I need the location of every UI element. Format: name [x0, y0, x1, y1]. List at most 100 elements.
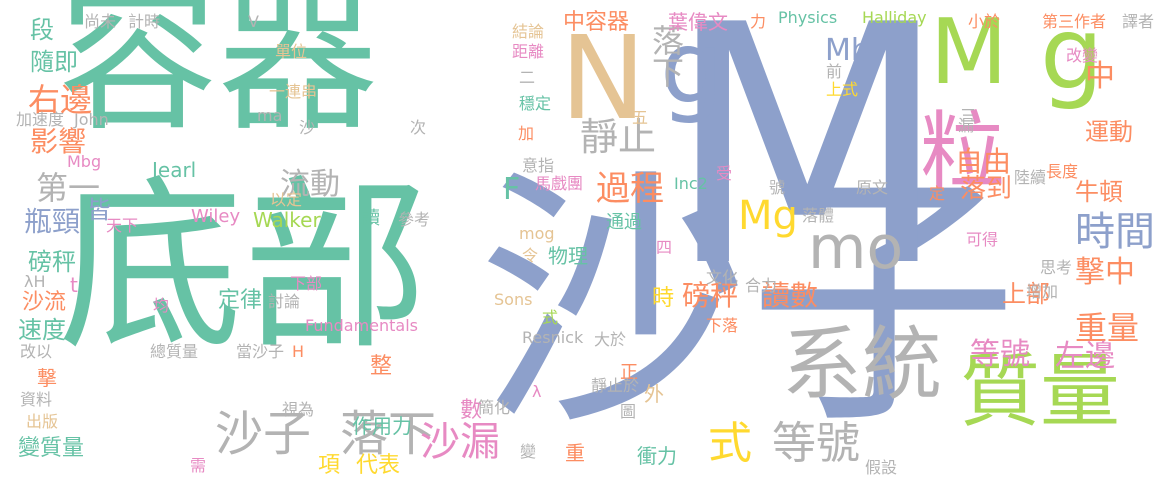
- cloud-word: Physics: [778, 8, 838, 27]
- cloud-word: 讀數: [762, 279, 819, 312]
- cloud-word: 上部: [1002, 280, 1050, 308]
- cloud-word: 需: [190, 456, 207, 475]
- cloud-word: 中容器: [563, 10, 630, 35]
- cloud-word: Mg: [738, 193, 798, 239]
- cloud-word: 號: [769, 178, 786, 197]
- cloud-word: 出版: [26, 412, 59, 431]
- cloud-word: 五: [632, 108, 649, 127]
- cloud-word: 通過: [606, 212, 642, 233]
- cloud-word: 馬戲團: [535, 174, 584, 193]
- cloud-word: 譯者: [1122, 12, 1155, 31]
- cloud-word: 討論: [268, 292, 301, 311]
- cloud-word: 增加: [1026, 282, 1059, 301]
- cloud-word: M: [665, 0, 950, 339]
- cloud-word: 長度: [1046, 162, 1079, 181]
- cloud-word: 下落: [706, 316, 739, 335]
- cloud-word: 磅秤: [28, 248, 76, 276]
- cloud-word: 左邊: [1055, 339, 1115, 374]
- cloud-word: 單位: [275, 42, 308, 61]
- cloud-word: Sons: [494, 290, 533, 309]
- cloud-word: Inc2: [674, 174, 708, 193]
- cloud-word: Mb: [825, 33, 870, 68]
- cloud-word: 距離: [512, 42, 545, 61]
- cloud-word: Halliday: [862, 8, 927, 27]
- cloud-word: Resnick: [522, 328, 584, 347]
- cloud-word: H: [292, 342, 305, 361]
- cloud-word: 自由: [955, 145, 1012, 178]
- cloud-word: 撃: [37, 366, 57, 390]
- cloud-word: 靜止: [580, 115, 657, 159]
- cloud-word: 原文: [856, 178, 889, 197]
- cloud-word: 皆: [87, 196, 111, 224]
- cloud-word: t: [70, 273, 78, 297]
- cloud-word: 讀: [362, 208, 380, 229]
- cloud-word: mo: [808, 213, 904, 283]
- cloud-word: 力: [750, 12, 767, 31]
- cloud-word: Jearl: [152, 158, 197, 182]
- cloud-word: 作用力: [352, 414, 412, 438]
- cloud-word: 四: [656, 238, 673, 257]
- cloud-word: Wiley: [191, 206, 241, 227]
- cloud-word: 二: [519, 68, 536, 87]
- cloud-word: 資料: [20, 390, 53, 409]
- cloud-word: 影響: [30, 125, 87, 158]
- cloud-word: 沙流: [22, 290, 67, 315]
- cloud-word: 沙: [299, 118, 316, 137]
- cloud-word: 磅秤: [682, 279, 739, 312]
- cloud-word: 假設: [865, 458, 898, 477]
- cloud-word: 時間: [1075, 209, 1155, 255]
- cloud-word: 數: [460, 398, 483, 423]
- cloud-word: 穩定: [519, 94, 552, 113]
- cloud-word: ma: [257, 106, 283, 125]
- cloud-word: 運動: [1085, 118, 1133, 146]
- cloud-word: g: [660, 9, 724, 126]
- cloud-word: 結論: [512, 22, 545, 41]
- cloud-word: 正: [620, 362, 638, 383]
- cloud-word: 受: [716, 164, 733, 183]
- cloud-word: mog: [519, 224, 555, 243]
- cloud-word: 均: [153, 296, 170, 315]
- cloud-word: 重: [565, 441, 585, 465]
- cloud-word: 以定: [270, 190, 303, 209]
- cloud-word: 項: [318, 453, 341, 478]
- cloud-word: 當沙子: [236, 342, 285, 361]
- cloud-word: 落到: [960, 174, 1013, 204]
- cloud-word: 外: [644, 382, 664, 406]
- cloud-word: 前: [826, 62, 843, 81]
- cloud-word: John: [74, 110, 109, 129]
- cloud-word: 思考: [1040, 258, 1073, 277]
- cloud-word: 底部: [58, 159, 428, 375]
- cloud-word: F: [503, 172, 521, 207]
- cloud-word: 落體: [802, 206, 835, 225]
- cloud-word: 次: [410, 118, 427, 137]
- cloud-word: 式: [708, 418, 752, 469]
- cloud-word: 變質量: [18, 436, 85, 461]
- cloud-word: 合力: [745, 276, 778, 295]
- cloud-word: 沙子: [215, 406, 312, 462]
- cloud-word: 落下: [340, 406, 437, 462]
- cloud-word: 過程: [596, 169, 664, 209]
- cloud-word: Mbg: [67, 152, 102, 171]
- cloud-word: 物理: [548, 244, 588, 268]
- cloud-word: 圖: [620, 402, 637, 421]
- cloud-word: 總質量: [150, 342, 199, 361]
- cloud-word: 沙漏: [420, 419, 500, 465]
- cloud-word: g: [1040, 0, 1104, 112]
- cloud-word: 參考: [398, 210, 431, 229]
- cloud-word: 右邊: [28, 81, 93, 119]
- cloud-word: 定律: [218, 288, 263, 313]
- cloud-word: 天下: [106, 216, 139, 235]
- cloud-word: 令: [522, 246, 539, 265]
- cloud-word: 式: [542, 308, 559, 327]
- cloud-word: 上式: [826, 80, 859, 99]
- cloud-word: N: [560, 12, 647, 146]
- cloud-word: M: [930, 0, 1008, 105]
- cloud-word: 流動: [280, 167, 340, 202]
- cloud-word: 定: [929, 184, 946, 203]
- cloud-word: 中: [1085, 59, 1115, 94]
- cloud-word: 速度: [18, 316, 66, 344]
- cloud-word: 葉偉文: [668, 10, 728, 34]
- cloud-word: 代表: [356, 453, 401, 478]
- cloud-word: 計時: [128, 12, 161, 31]
